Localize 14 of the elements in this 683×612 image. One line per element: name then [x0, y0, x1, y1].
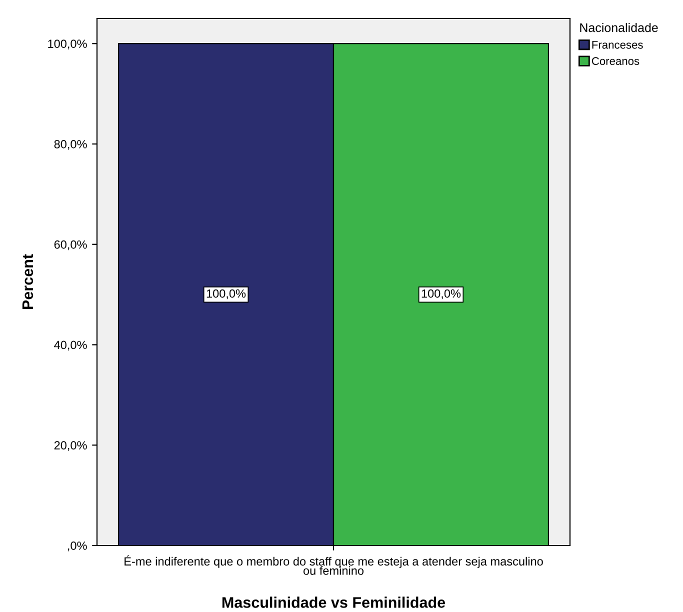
y-tick-label: 20,0%	[54, 441, 87, 451]
data-label: 100,0%	[422, 289, 461, 300]
legend-title: Nacionalidade	[580, 22, 658, 32]
y-axis-title: Percent	[22, 254, 34, 309]
legend-label: Franceses	[592, 40, 643, 49]
data-label: 100,0%	[206, 289, 246, 300]
legend-label: Coreanos	[592, 57, 640, 66]
y-tick-label: 40,0%	[54, 340, 87, 351]
y-tick-label: ,0%	[68, 542, 87, 552]
x-axis-title: Masculinidade vs Feminilidade	[222, 596, 446, 608]
y-tick-label: 80,0%	[54, 140, 87, 150]
y-tick-label: 100,0%	[48, 40, 87, 50]
x-tick-label: É-me indiferente que o membro do staff que me esteja a atender seja masculino ou feminino	[124, 555, 543, 575]
y-tick-label: 60,0%	[54, 240, 87, 250]
